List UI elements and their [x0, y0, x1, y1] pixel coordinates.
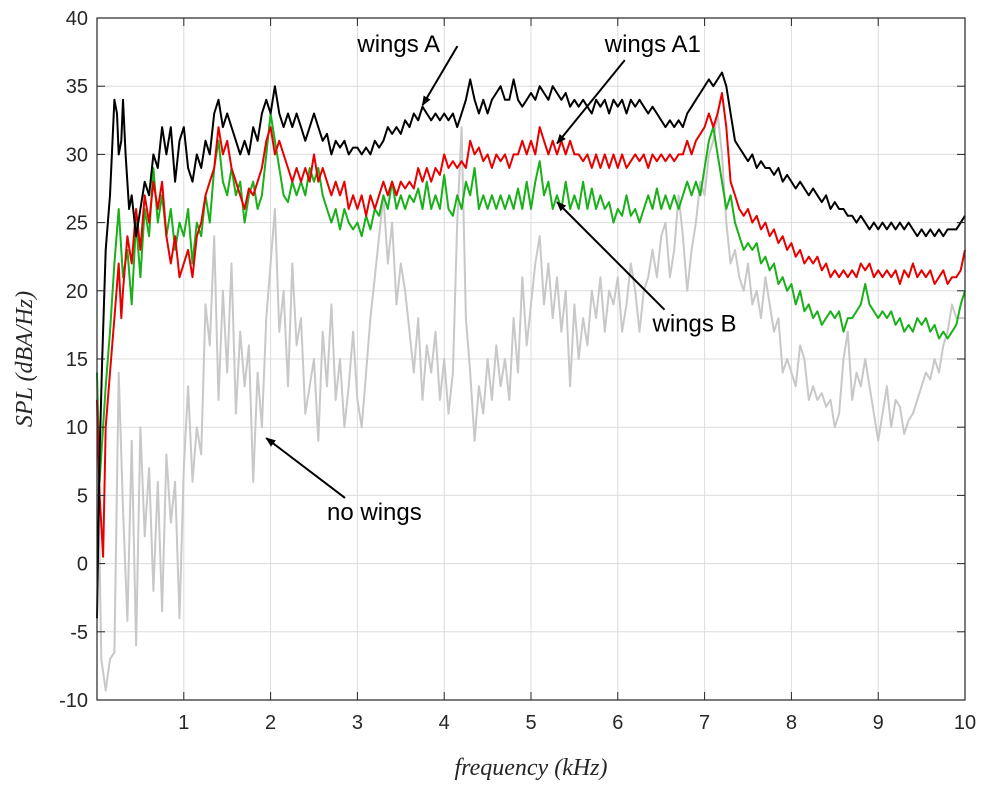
- tick-labels: 1 2 3 4 5 6 7 8 9 10 -10 -5 0 5 10 15 20 25 30 35 40: [59, 8, 976, 734]
- series-wings-a: [96, 71, 966, 619]
- x-tick-label: 10: [954, 712, 976, 734]
- y-tick-label: -10: [59, 690, 88, 712]
- y-tick-label: -5: [70, 622, 88, 644]
- y-tick-label: 0: [77, 554, 88, 576]
- annotation-wings-b: wings B: [652, 311, 737, 338]
- x-tick-label: 4: [439, 712, 450, 734]
- tick-marks: [97, 17, 966, 701]
- y-tick-label: 35: [66, 76, 88, 98]
- annotation-no-wings: no wings: [327, 499, 422, 526]
- x-tick-label: 1: [178, 712, 189, 734]
- x-axis-title: frequency (kHz): [454, 755, 607, 781]
- y-tick-label: 15: [66, 349, 88, 371]
- x-tick-label: 3: [352, 712, 363, 734]
- annotations: wings A wings A1 wings B no wings: [265, 31, 737, 526]
- y-tick-label: 5: [77, 485, 88, 507]
- y-axis-title: SPL (dBA/Hz): [12, 291, 38, 427]
- x-tick-label: 7: [699, 712, 710, 734]
- y-tick-label: 40: [66, 8, 88, 30]
- series-lines: [96, 71, 966, 692]
- annotation-wings-a: wings A: [356, 31, 440, 58]
- x-tick-label: 5: [525, 712, 536, 734]
- x-tick-label: 6: [612, 712, 623, 734]
- x-tick-label: 8: [786, 712, 797, 734]
- arrow-wings-a1: [556, 59, 626, 145]
- arrow-wings-a: [421, 45, 459, 107]
- annotation-wings-a1: wings A1: [604, 31, 701, 58]
- series-wings-a1: [96, 92, 966, 558]
- y-tick-label: 25: [66, 213, 88, 235]
- y-tick-label: 10: [66, 417, 88, 439]
- x-tick-label: 9: [873, 712, 884, 734]
- grid: [97, 18, 965, 700]
- y-tick-label: 30: [66, 144, 88, 166]
- y-tick-label: 20: [66, 281, 88, 303]
- arrow-no-wings: [265, 437, 346, 499]
- series-no-wings: [96, 112, 965, 692]
- arrow-wings-b: [556, 201, 666, 311]
- x-tick-label: 2: [265, 712, 276, 734]
